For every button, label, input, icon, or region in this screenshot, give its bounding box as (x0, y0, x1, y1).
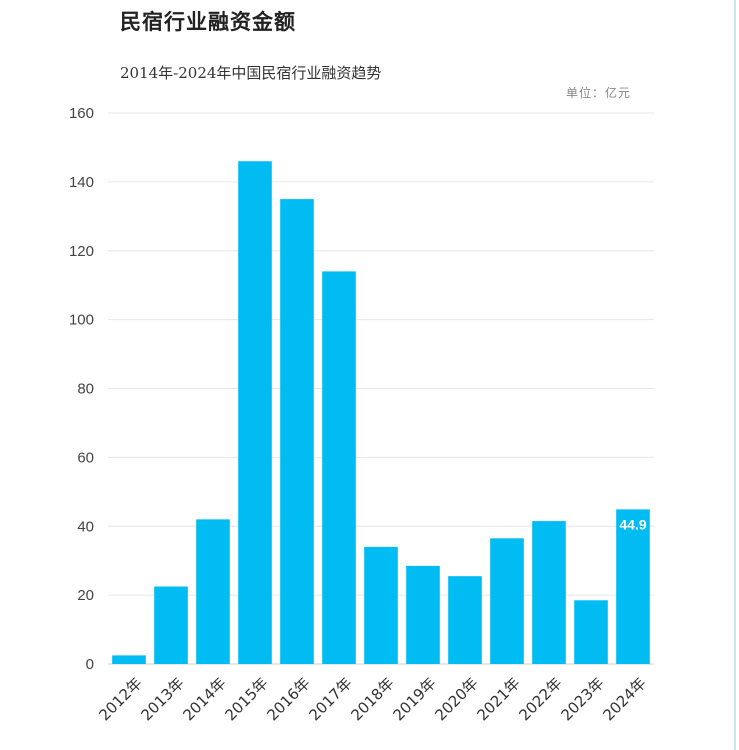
x-tick-label: 2022年 (515, 674, 565, 724)
bar-2020年 (448, 576, 482, 664)
bar-2014年 (196, 519, 230, 664)
chart-title: 民宿行业融资金额 (120, 10, 296, 34)
x-tick-label: 2019年 (389, 674, 439, 724)
bar-2012年 (112, 655, 146, 664)
bar-2023年 (574, 600, 608, 664)
chart-subtitle: 2014年-2024年中国民宿行业融资趋势 (120, 64, 382, 82)
y-tick-label: 80 (77, 381, 94, 398)
bar-2013年 (154, 586, 188, 664)
bar-2021年 (490, 538, 524, 664)
x-tick-label: 2013年 (137, 674, 187, 724)
x-tick-label: 2015年 (221, 674, 271, 724)
x-tick-label: 2014年 (179, 674, 229, 724)
bar-2018年 (364, 546, 398, 664)
y-tick-label: 20 (77, 587, 94, 604)
x-tick-label: 2024年 (599, 674, 649, 724)
bars (112, 161, 650, 664)
x-tick-label: 2021年 (473, 674, 523, 724)
y-tick-label: 0 (86, 656, 94, 673)
bar-2017年 (322, 271, 356, 664)
y-tick-label: 160 (69, 105, 94, 122)
data-label: 44.9 (619, 516, 646, 532)
x-tick-label: 2018年 (347, 674, 397, 724)
bar-2024年 (616, 509, 650, 664)
bar-2015年 (238, 161, 272, 664)
y-tick-label: 40 (77, 518, 94, 535)
bar-2016年 (280, 199, 314, 664)
bar-2022年 (532, 521, 566, 664)
y-tick-label: 60 (77, 449, 94, 466)
x-tick-label: 2023年 (557, 674, 607, 724)
y-tick-label: 120 (69, 243, 94, 260)
y-tick-label: 100 (69, 312, 94, 329)
unit-label: 单位：亿元 (566, 86, 632, 100)
x-tick-label: 2017年 (305, 674, 355, 724)
data-labels: 44.9 (619, 516, 646, 532)
y-tick-label: 140 (69, 174, 94, 191)
y-axis-ticks: 0 20 40 60 80 100 120 140 160 (69, 105, 94, 673)
bar-2019年 (406, 565, 440, 664)
x-axis-ticks: 2012年2013年2014年2015年2016年2017年2018年2019年… (95, 674, 649, 724)
x-tick-label: 2012年 (95, 674, 145, 724)
x-tick-label: 2020年 (431, 674, 481, 724)
x-tick-label: 2016年 (263, 674, 313, 724)
